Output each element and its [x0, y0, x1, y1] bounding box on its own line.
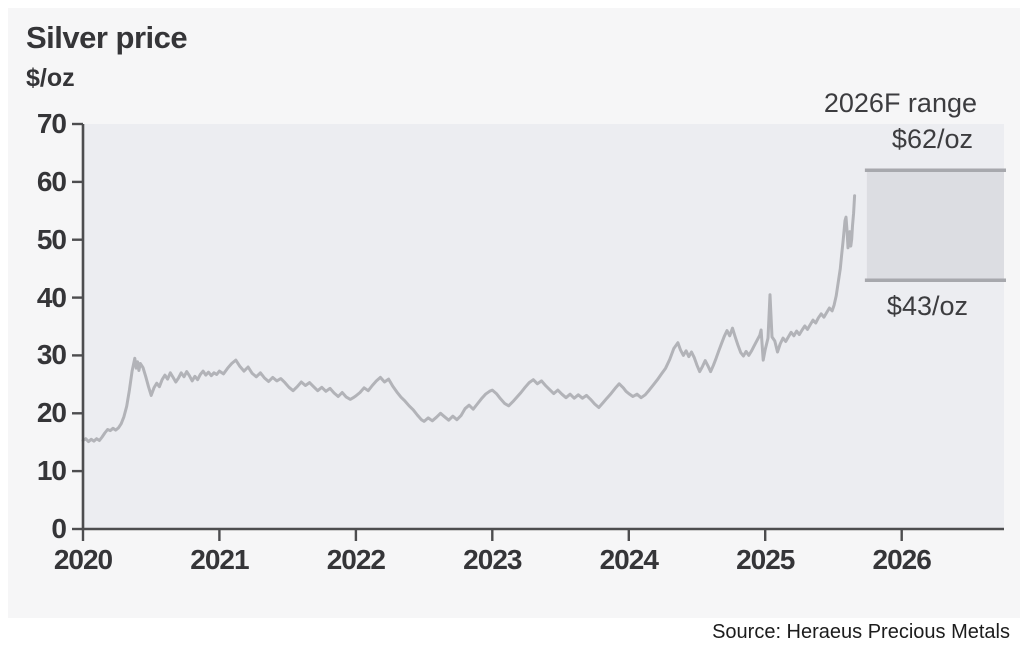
y-tick-label: 10 [36, 455, 67, 487]
x-tick-label: 2024 [599, 544, 659, 575]
y-tick-label: 20 [36, 397, 67, 429]
y-axis-unit-label: $/oz [26, 64, 75, 92]
y-tick-label: 60 [36, 165, 67, 197]
forecast-range-title: 2026F range [823, 88, 977, 118]
source-credit: Source: Heraeus Precious Metals [712, 621, 1010, 643]
x-tick-label: 2021 [190, 544, 249, 575]
y-tick-label: 50 [36, 223, 67, 255]
forecast-high-label: $62/oz [891, 124, 973, 154]
y-tick-label: 30 [36, 339, 67, 371]
x-tick-label: 2023 [463, 544, 522, 575]
x-tick-label: 2025 [736, 544, 795, 575]
plot-area [83, 124, 1004, 529]
forecast-low-label: $43/oz [886, 291, 968, 321]
chart-title: Silver price [26, 20, 188, 55]
y-tick-label: 40 [36, 281, 67, 313]
x-tick-label: 2022 [326, 544, 386, 575]
silver-price-line [81, 194, 857, 444]
x-tick-label: 2020 [53, 544, 113, 575]
y-tick-label: 70 [36, 108, 67, 139]
x-tick-label: 2026 [872, 544, 932, 575]
forecast-range-box [866, 170, 1004, 281]
y-tick-label: 0 [51, 513, 67, 544]
